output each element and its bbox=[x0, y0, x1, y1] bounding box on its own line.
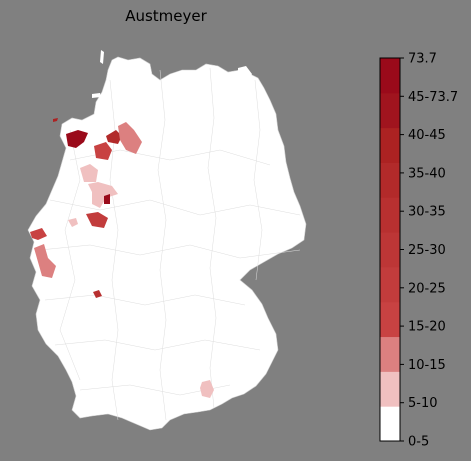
colorbar-bin-25-30 bbox=[380, 232, 400, 268]
district-highlight bbox=[104, 194, 110, 204]
colorbar-bin-0-5 bbox=[380, 406, 400, 442]
colorbar-tick-label: 45-73.7 bbox=[408, 90, 458, 105]
colorbar-bin-45-73.7 bbox=[380, 92, 400, 129]
colorbar-tick-label: 30-35 bbox=[408, 205, 446, 220]
district-highlight bbox=[80, 164, 98, 182]
colorbar-tick-label: 20-25 bbox=[408, 281, 446, 296]
district-highlight bbox=[200, 380, 214, 398]
island bbox=[238, 66, 252, 84]
district-highlight bbox=[68, 218, 78, 227]
island bbox=[92, 93, 101, 98]
district-highlight bbox=[88, 182, 118, 208]
colorbar-tick-label: 25-30 bbox=[408, 243, 446, 258]
colorbar-tick-label: 35-40 bbox=[408, 166, 446, 181]
colorbar-bin-15-20 bbox=[380, 301, 400, 338]
district-highlight bbox=[118, 122, 142, 154]
colorbar-tick-label: 15-20 bbox=[408, 320, 446, 335]
colorbar-tick-label: 10-15 bbox=[408, 358, 446, 373]
colorbar-tick-label: 40-45 bbox=[408, 128, 446, 143]
district-highlight bbox=[94, 142, 112, 160]
map-title: Austmeyer bbox=[125, 7, 207, 25]
district-highlight bbox=[66, 130, 88, 148]
district-highlight bbox=[30, 228, 47, 240]
colorbar-bin-5-10 bbox=[380, 371, 400, 407]
colorbar-tick-label: 0-5 bbox=[408, 435, 429, 450]
district-highlight bbox=[93, 290, 102, 298]
island bbox=[226, 72, 234, 82]
colorbar-bin-35-40 bbox=[380, 162, 400, 198]
colorbar-bin-73.7 bbox=[380, 58, 400, 94]
colorbar-bin-30-35 bbox=[380, 197, 400, 233]
district-highlight bbox=[106, 130, 122, 144]
district-highlight bbox=[86, 212, 108, 228]
colorbar-bin-40-45 bbox=[380, 127, 400, 163]
district-highlight bbox=[34, 244, 56, 278]
colorbar-tick-label: 73.7 bbox=[408, 52, 437, 67]
colorbar-tick-label: 5-10 bbox=[408, 396, 438, 411]
island bbox=[100, 50, 104, 64]
district-highlight bbox=[53, 118, 58, 122]
colorbar-bin-10-15 bbox=[380, 336, 400, 372]
colorbar-bin-20-25 bbox=[380, 266, 400, 303]
